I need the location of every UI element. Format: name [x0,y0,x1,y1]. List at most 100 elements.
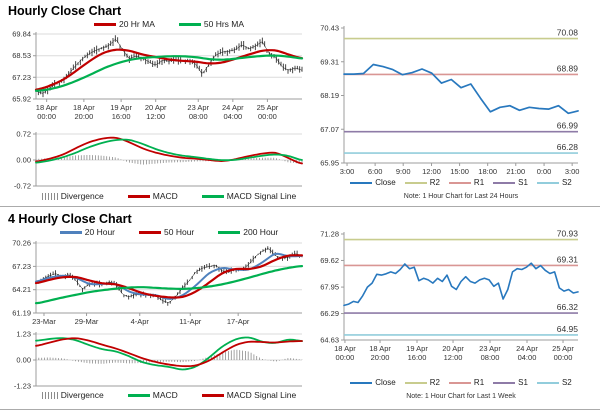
legend-item-20-hour: 20 Hour [59,227,115,237]
svg-text:69.31: 69.31 [557,254,579,264]
svg-text:23 Apr: 23 Apr [187,103,209,112]
legend-label: MACD [152,390,178,400]
svg-text:20:00: 20:00 [371,353,390,362]
legend-label: Close [375,178,396,187]
svg-text:23 Apr: 23 Apr [479,344,501,353]
svg-text:1.23: 1.23 [16,330,31,339]
hourly-chart-title: Hourly Close Chart [8,4,122,18]
svg-text:00:00: 00:00 [554,353,573,362]
legend-label: Divergence [60,191,104,201]
legend-item-s1: S1 [493,378,528,387]
svg-text:68.53: 68.53 [12,51,31,60]
legend-item-divergence: Divergence [41,191,104,201]
legend-item-r2: R2 [404,178,440,187]
svg-text:08:00: 08:00 [189,112,208,121]
svg-text:12:00: 12:00 [444,353,463,362]
svg-text:24 Apr: 24 Apr [516,344,538,353]
legend-item-200-hour: 200 Hour [218,227,278,237]
line-swatch [536,381,559,384]
legend-item-50-hrs-ma: 50 Hrs MA [178,19,245,29]
svg-text:19 Apr: 19 Apr [110,103,132,112]
svg-text:65.92: 65.92 [12,95,31,104]
svg-text:70.93: 70.93 [557,229,579,239]
svg-text:18 Apr: 18 Apr [73,103,95,112]
svg-text:16:00: 16:00 [112,112,131,121]
svg-text:64.95: 64.95 [557,324,579,334]
divergence-swatch [41,192,58,200]
legend-label: MACD Signal Line [226,191,297,201]
svg-text:66.28: 66.28 [557,142,579,152]
legend-item-s1: S1 [493,178,528,187]
legend-item-s2: S2 [536,378,572,387]
hourly-macd-chart: 0.72 0.00 -0.72 [14,130,303,191]
svg-text:21:00: 21:00 [506,167,525,176]
svg-text:-0.72: -0.72 [14,182,31,191]
svg-text:68.89: 68.89 [557,63,579,73]
svg-text:3:00: 3:00 [340,167,355,176]
legend-label: R2 [429,378,440,387]
four-hourly-ma-legend: 20 Hour 50 Hour 200 Hour [36,227,302,237]
legend-item-r1: R1 [448,378,484,387]
legend-item-macd: MACD [127,191,178,201]
svg-text:00:00: 00:00 [336,353,355,362]
svg-text:-1.23: -1.23 [14,382,31,391]
legend-label: 50 Hrs MA [203,19,245,29]
legend-item-macd: MACD [127,390,178,400]
line-swatch [201,393,224,397]
line-swatch [218,230,241,234]
section-weekly-pivot: 71.28 69.62 67.95 66.29 64.63 18 Apr 00:00 18 A… [310,206,600,413]
hourly-pivot-legend: Close R2 R1 S1 S2 [344,178,578,187]
svg-text:23-Mar: 23-Mar [32,317,56,326]
svg-text:66.29: 66.29 [320,309,339,318]
svg-text:70.08: 70.08 [557,28,579,38]
legend-item-close: Close [350,378,396,387]
legend-label: 50 Hour [164,227,195,237]
legend-item-50-hour: 50 Hour [139,227,194,237]
legend-label: S1 [518,378,528,387]
line-swatch [536,181,559,184]
svg-text:18 Apr: 18 Apr [36,103,58,112]
line-swatch [127,194,150,198]
svg-text:20 Apr: 20 Apr [442,344,464,353]
line-swatch [139,230,162,234]
legend-label: MACD Signal Line [226,390,297,400]
svg-text:00:00: 00:00 [258,112,277,121]
svg-text:69.31: 69.31 [320,57,339,66]
svg-text:18:00: 18:00 [478,167,497,176]
legend-label: S1 [518,178,528,187]
line-swatch [404,181,427,184]
legend-item-divergence: Divergence [41,390,104,400]
hourly-pivot-note: Note: 1 Hour Chart for Last 24 Hours [403,193,519,200]
svg-text:65.95: 65.95 [320,159,339,168]
svg-text:6:00: 6:00 [368,167,383,176]
svg-text:69.84: 69.84 [12,30,31,39]
svg-text:11-Apr: 11-Apr [179,317,201,326]
line-swatch [93,22,116,26]
svg-text:12:00: 12:00 [422,167,441,176]
hourly-ma-legend: 20 Hr MA 50 Hrs MA [36,19,302,29]
svg-text:24 Apr: 24 Apr [222,103,244,112]
divider-line [0,206,600,207]
legend-label: Divergence [60,390,104,400]
svg-text:64.63: 64.63 [320,336,339,345]
svg-text:00:00: 00:00 [37,112,56,121]
svg-text:67.23: 67.23 [12,262,31,271]
svg-text:18 Apr: 18 Apr [334,344,356,353]
svg-text:71.28: 71.28 [320,230,339,239]
section-four-hourly-close: 4 Hourly Close Chart 20 Hour 50 Hour 200 H… [0,206,310,413]
legend-label: 200 Hour [243,227,279,237]
svg-text:70.26: 70.26 [12,239,31,248]
line-swatch [350,381,373,384]
svg-text:17-Apr: 17-Apr [227,317,250,326]
svg-text:0:00: 0:00 [537,167,552,176]
svg-text:70.43: 70.43 [320,24,339,33]
svg-text:19 Apr: 19 Apr [406,344,428,353]
svg-text:04:00: 04:00 [518,353,537,362]
svg-text:67.07: 67.07 [320,125,339,134]
weekly-pivot-note: Note: 1 Hour Chart for Last 1 Week [406,393,516,400]
svg-text:3:00: 3:00 [565,167,580,176]
